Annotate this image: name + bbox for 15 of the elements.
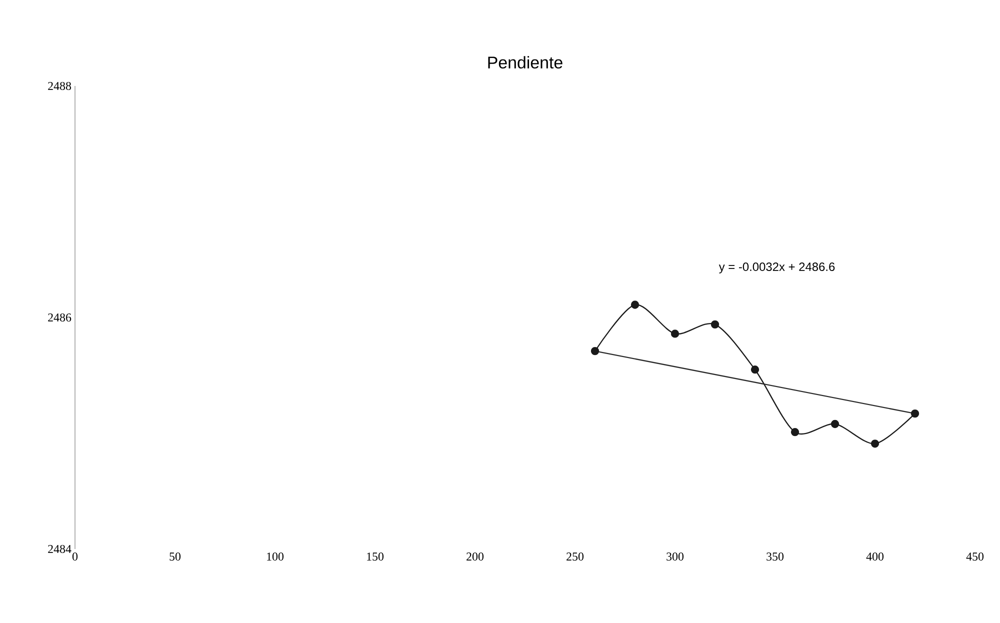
y-tick-label: 2486 [48, 313, 72, 322]
x-tick-label: 300 [666, 552, 684, 561]
x-tick-label: 350 [766, 552, 784, 561]
x-tick-label: 50 [170, 552, 181, 561]
x-tick-label: 250 [566, 552, 584, 561]
x-tick-label: 450 [966, 552, 984, 561]
x-tick-label: 150 [367, 552, 384, 561]
x-tick-label: 100 [267, 552, 284, 561]
y-tick-label: 2488 [48, 82, 72, 90]
y-tick-label: 2484 [48, 544, 72, 554]
x-tick-label: 400 [866, 552, 884, 561]
x-tick-label: 0 [72, 552, 78, 561]
x-tick-label: 200 [466, 552, 484, 561]
annotation: y = -0.0032x + 2486.6 [718, 262, 835, 274]
chart-title: Pendiente [488, 56, 562, 69]
